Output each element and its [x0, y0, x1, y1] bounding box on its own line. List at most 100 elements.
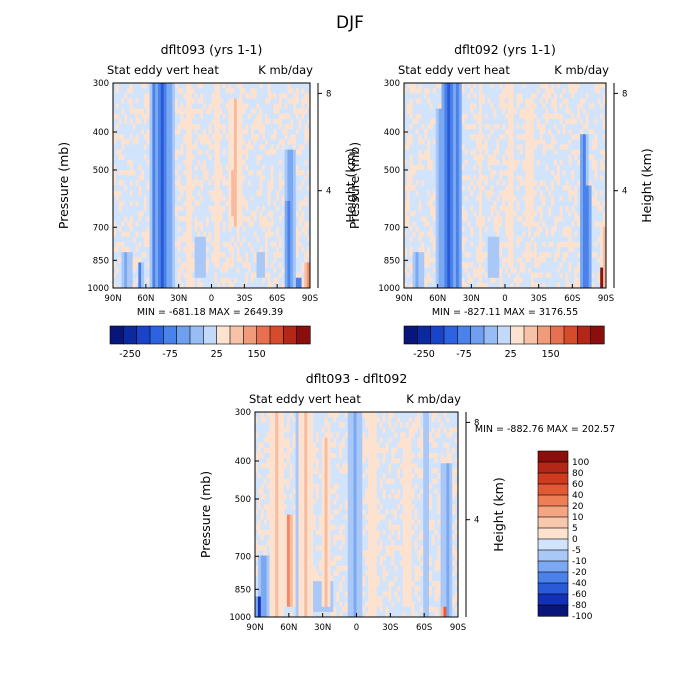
heatmap-cell [149, 221, 153, 228]
heatmap-cell [304, 175, 308, 181]
heatmap-cell [205, 216, 210, 222]
heatmap-cell [138, 108, 142, 115]
heatmap-cell [479, 185, 483, 192]
heatmap-cell [152, 113, 156, 120]
heatmap-cell [191, 211, 196, 217]
heatmap-cell [490, 206, 494, 212]
heatmap-cell [528, 170, 532, 176]
heatmap-cell [245, 88, 249, 94]
heatmap-cell [166, 262, 170, 269]
heatmap-cell [536, 149, 541, 156]
heatmap-cell [287, 98, 291, 105]
heatmap-cell [415, 272, 419, 279]
heatmap-cell [409, 221, 414, 228]
heatmap-cell [530, 247, 535, 253]
heatmap-cell [539, 206, 544, 212]
heatmap-cell [264, 282, 269, 289]
heatmap-cell [412, 144, 417, 151]
heatmap-cell [481, 282, 486, 289]
heatmap-cell [273, 257, 277, 263]
heatmap-cell [516, 175, 520, 181]
heatmap-cell [236, 180, 241, 187]
heatmap-cell [545, 98, 549, 105]
heatmap-cell [461, 231, 466, 238]
heatmap-cell [490, 129, 494, 135]
heatmap-cell [276, 98, 280, 105]
heatmap-cell [542, 144, 546, 151]
heatmap-cell [533, 247, 538, 253]
heatmap-cell [273, 226, 277, 233]
heatmap-cell [259, 257, 263, 263]
heatmap-cell [435, 180, 440, 187]
heatmap-cell [499, 98, 503, 105]
heatmap-cell [490, 98, 494, 105]
heatmap-cell [163, 226, 167, 233]
heatmap-cell [406, 149, 411, 156]
heatmap-cell [298, 139, 303, 146]
heatmap-cell [124, 144, 128, 151]
heatmap-cell [219, 103, 224, 110]
heatmap-cell [295, 108, 300, 115]
heatmap-cell [222, 175, 227, 181]
heatmap-cell [141, 195, 145, 202]
heatmap-cell [248, 180, 252, 187]
heatmap-cell [174, 200, 179, 207]
heatmap-cell [225, 124, 229, 130]
heatmap-cell [121, 241, 125, 248]
heatmap-cell [250, 170, 255, 176]
heatmap-cell [222, 103, 227, 110]
heatmap-cell [295, 282, 300, 289]
heatmap-cell [487, 226, 492, 233]
heatmap-cell [169, 231, 173, 238]
heatmap-cell [129, 98, 134, 105]
heatmap-cell [476, 139, 480, 146]
heatmap-cell [479, 247, 483, 253]
heatmap-cell [441, 247, 445, 253]
heatmap-cell [293, 221, 297, 228]
heatmap-cell [211, 93, 215, 99]
heatmap-cell [450, 98, 454, 105]
heatmap-cell [470, 231, 474, 238]
heatmap-cell [121, 83, 125, 89]
heatmap-cell [453, 231, 457, 238]
heatmap-cell [158, 118, 162, 125]
heatmap-cell [409, 144, 414, 151]
heatmap-cell [203, 206, 207, 212]
heatmap-cell [177, 257, 182, 263]
heatmap-cell [481, 170, 486, 176]
heatmap-cell [253, 118, 258, 125]
heatmap-cell [239, 103, 243, 110]
heatmap-cell [455, 272, 460, 279]
heatmap-cell [194, 139, 198, 146]
heatmap-cell [533, 159, 538, 166]
heatmap-cell [279, 195, 283, 202]
heatmap-cell [245, 195, 249, 202]
heatmap-cell [239, 88, 243, 94]
heatmap-cell [115, 118, 120, 125]
heatmap-cell [166, 241, 170, 248]
heatmap-cell [115, 154, 120, 161]
heatmap-cell [211, 103, 215, 110]
heatmap-cell [253, 190, 258, 197]
heatmap-cell [281, 282, 286, 289]
heatmap-cell [530, 226, 535, 233]
heatmap-cell [441, 206, 445, 212]
heatmap-cell [248, 83, 252, 89]
heatmap-cell [163, 257, 167, 263]
heatmap-cell [424, 154, 428, 161]
heatmap-cell [404, 200, 408, 207]
heatmap-cell [473, 93, 477, 99]
heatmap-cell [441, 93, 445, 99]
heatmap-cell [149, 200, 153, 207]
heatmap-cell [516, 144, 520, 151]
heatmap-cell [225, 282, 229, 289]
heatmap-cell [121, 93, 125, 99]
heatmap-cell [172, 98, 176, 105]
heatmap-cell [307, 165, 311, 171]
heatmap-cell [409, 180, 414, 187]
heatmap-cell [412, 236, 417, 243]
heatmap-cell [166, 170, 170, 176]
heatmap-cell [281, 159, 286, 166]
heatmap-cell [180, 129, 184, 135]
heatmap-cell [522, 277, 526, 284]
